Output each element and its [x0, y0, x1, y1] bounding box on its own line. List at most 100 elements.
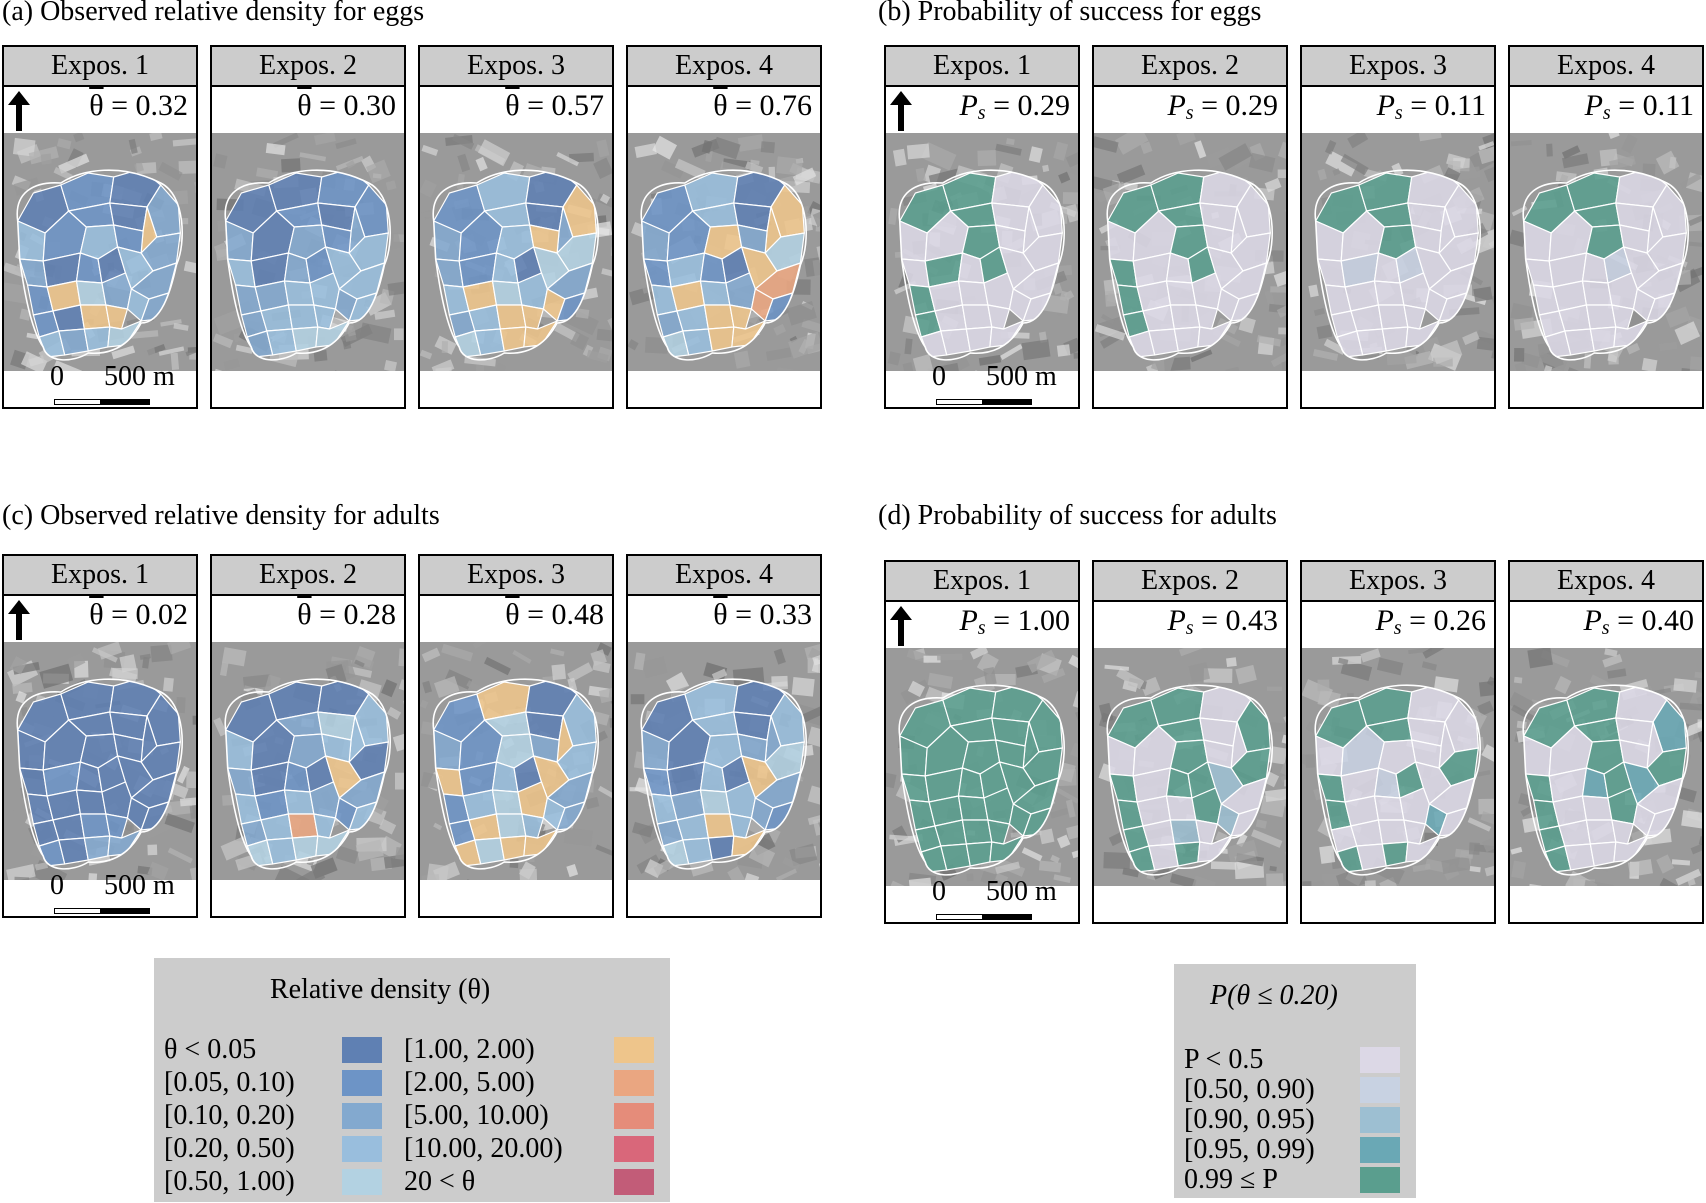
- voronoi-map: [212, 642, 404, 880]
- aerial-texture: [807, 785, 820, 806]
- aerial-texture: [1169, 873, 1197, 886]
- voronoi-cell: [1356, 843, 1387, 871]
- aerial-texture: [1053, 874, 1071, 884]
- aerial-texture: [1541, 365, 1553, 371]
- aerial-texture: [584, 796, 600, 810]
- north-arrow-icon: [8, 600, 30, 640]
- aerial-texture: [1021, 847, 1043, 862]
- legend-relative-density: Relative density (θ) θ < 0.05 [0.05, 0.10…: [154, 958, 670, 1202]
- aerial-texture: [582, 344, 594, 358]
- map-area: [628, 133, 820, 371]
- scale-zero: 0: [932, 361, 946, 392]
- scale-bar-graphic: [936, 914, 1032, 920]
- aerial-texture: [1478, 680, 1494, 697]
- voronoi-cell: [682, 837, 713, 865]
- legend-swatch: [342, 1136, 382, 1162]
- map-area: [420, 642, 612, 880]
- aerial-texture: [1270, 349, 1286, 368]
- aerial-texture: [384, 360, 397, 371]
- aerial-texture: [570, 331, 590, 351]
- aerial-texture: [421, 211, 432, 218]
- legend-item-label: [0.50, 1.00): [164, 1166, 295, 1197]
- aerial-texture: [765, 347, 792, 362]
- aerial-texture: [1360, 648, 1381, 663]
- voronoi-cell: [1197, 834, 1233, 863]
- aerial-texture: [179, 796, 196, 807]
- aerial-texture: [335, 845, 359, 865]
- aerial-texture: [378, 818, 397, 835]
- aerial-texture: [1028, 146, 1043, 163]
- aerial-texture: [119, 654, 137, 673]
- aerial-texture: [434, 676, 460, 699]
- aerial-texture: [1116, 164, 1146, 185]
- aerial-texture: [386, 706, 402, 720]
- aerial-texture: [596, 139, 610, 158]
- aerial-texture: [1584, 880, 1614, 886]
- aerial-texture: [1210, 861, 1237, 870]
- aerial-texture: [1604, 648, 1618, 657]
- aerial-texture: [223, 358, 240, 371]
- aerial-texture: [775, 868, 798, 880]
- aerial-texture: [160, 319, 182, 327]
- aerial-texture: [977, 150, 997, 167]
- aerial-texture: [217, 220, 228, 232]
- aerial-texture: [609, 717, 612, 728]
- aerial-texture: [56, 138, 72, 150]
- aerial-texture: [782, 856, 801, 871]
- aerial-texture: [1302, 753, 1314, 768]
- aerial-texture: [1516, 720, 1527, 729]
- aerial-texture: [789, 843, 818, 867]
- aerial-texture: [1065, 203, 1078, 223]
- aerial-texture: [807, 201, 820, 224]
- aerial-texture: [1340, 153, 1369, 176]
- aerial-texture: [1422, 648, 1451, 659]
- aerial-texture: [1256, 335, 1282, 347]
- aerial-texture: [652, 135, 678, 160]
- voronoi-map: [1302, 133, 1494, 371]
- aerial-texture: [180, 218, 189, 225]
- voronoi-map: [1094, 133, 1286, 371]
- aerial-texture: [128, 138, 138, 154]
- aerial-texture: [52, 360, 82, 371]
- voronoi-cell: [75, 789, 107, 815]
- aerial-texture: [394, 328, 404, 341]
- aerial-texture: [1510, 302, 1534, 322]
- aerial-texture: [1278, 327, 1286, 335]
- success-probability: Ps = 0.29: [1167, 89, 1278, 124]
- aerial-texture: [1270, 286, 1286, 293]
- study-area-outline: [432, 169, 599, 361]
- aerial-texture: [1056, 344, 1071, 357]
- aerial-texture: [1476, 336, 1494, 352]
- stat-value: = 0.43: [1193, 604, 1278, 637]
- study-area-outline: [16, 169, 183, 361]
- aerial-texture: [1513, 348, 1525, 362]
- aerial-texture: [392, 733, 404, 752]
- aerial-texture: [1140, 141, 1153, 155]
- aerial-texture: [889, 834, 920, 842]
- aerial-texture: [477, 139, 511, 167]
- aerial-texture: [147, 861, 169, 880]
- voronoi-cell: [961, 819, 993, 845]
- stat-value: = 0.02: [103, 598, 188, 631]
- aerial-texture: [1511, 704, 1536, 723]
- aerial-texture: [1281, 361, 1286, 371]
- aerial-texture: [212, 333, 234, 349]
- aerial-texture: [12, 137, 36, 157]
- aerial-texture: [590, 649, 607, 667]
- aerial-texture: [170, 352, 180, 371]
- exposure-label: Expos. 3: [420, 556, 612, 596]
- aerial-texture: [219, 662, 229, 677]
- aerial-texture: [1176, 133, 1197, 146]
- aerial-texture: [586, 349, 609, 364]
- mean-relative-density: θ = 0.32: [89, 89, 188, 122]
- study-area-outline: [224, 169, 391, 361]
- aerial-texture: [970, 648, 989, 660]
- aerial-texture: [1269, 865, 1277, 872]
- voronoi-cell: [957, 280, 989, 306]
- aerial-texture: [1094, 136, 1119, 153]
- voronoi-cell: [291, 326, 319, 352]
- aerial-texture: [921, 142, 957, 171]
- voronoi-cell: [315, 319, 351, 348]
- stat-value: = 0.57: [519, 89, 604, 122]
